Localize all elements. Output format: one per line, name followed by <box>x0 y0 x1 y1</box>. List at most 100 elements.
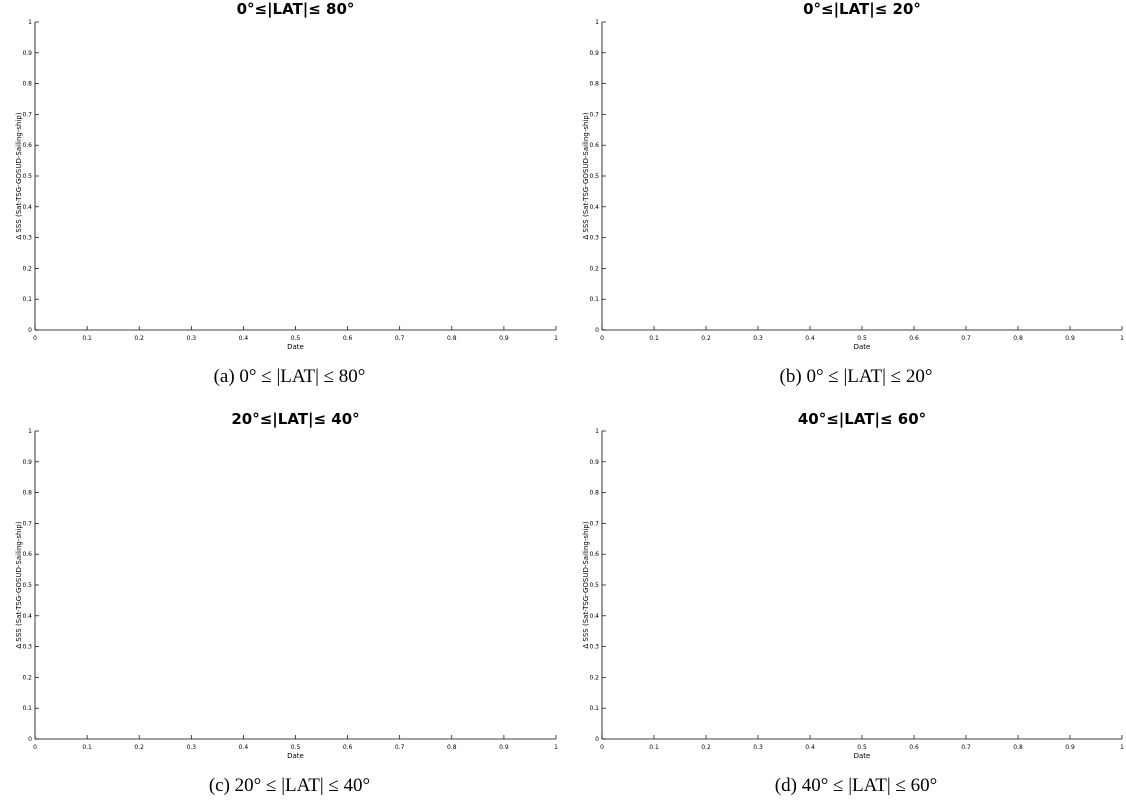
y-tick-label: 0 <box>595 327 599 334</box>
y-tick-label: 0.5 <box>589 582 599 589</box>
y-tick-label: 0.5 <box>22 582 32 589</box>
x-tick-label: 0.1 <box>82 335 92 342</box>
y-tick-label: 0.3 <box>22 235 32 242</box>
x-tick-label: 0 <box>33 744 37 751</box>
x-tick-label: 0.2 <box>701 744 711 751</box>
y-tick-label: 0.6 <box>589 142 599 149</box>
y-tick-label: 0.4 <box>589 613 599 620</box>
y-tick-label: 0.9 <box>589 459 599 466</box>
y-tick-label: 0.1 <box>22 705 32 712</box>
x-tick-label: 0.1 <box>649 744 659 751</box>
x-tick-label: 0.9 <box>499 744 509 751</box>
y-tick-label: 0.9 <box>22 459 32 466</box>
y-tick-label: 0.6 <box>22 142 32 149</box>
x-tick-label: 0.3 <box>753 744 763 751</box>
y-axis-label: Δ SSS (Sat-TSG-GOSUD-Sailing-ship) <box>15 112 23 239</box>
y-tick-label: 0 <box>28 736 32 743</box>
chart-panel-a: 0°≤|LAT|≤ 80° 0 0.1 0.2 0.3 0.4 0.5 0.6 0.7 0.8 0.… <box>15 0 558 387</box>
x-axis-label: Date <box>287 343 304 351</box>
x-tick-label: 1 <box>554 335 558 342</box>
y-tick-label: 0.9 <box>22 50 32 57</box>
x-tick-label: 0.6 <box>343 335 353 342</box>
x-tick-label: 0.9 <box>1065 744 1075 751</box>
x-tick-label: 0.9 <box>1065 335 1075 342</box>
y-tick-label: 0.5 <box>22 173 32 180</box>
x-tick-label: 0.3 <box>187 335 197 342</box>
y-tick-label: 0.4 <box>22 204 32 211</box>
y-tick-label: 0.8 <box>22 490 32 497</box>
x-tick-label: 0 <box>600 744 604 751</box>
y-tick-label: 0 <box>28 327 32 334</box>
y-tick-label: 0.7 <box>22 520 32 527</box>
y-tick-label: 0.1 <box>589 705 599 712</box>
x-axis-label: Date <box>287 752 304 760</box>
x-tick-label: 0.6 <box>909 744 919 751</box>
chart-panel-c: 20°≤|LAT|≤ 40° 0 0.1 0.2 0.3 0.4 0.5 0.6 0.7 0.8 0… <box>15 410 558 796</box>
x-tick-label: 0.4 <box>805 335 815 342</box>
x-tick-label: 0 <box>600 335 604 342</box>
x-tick-label: 0.5 <box>857 335 867 342</box>
y-tick-label: 0.4 <box>22 613 32 620</box>
y-tick-label: 0.2 <box>22 674 32 681</box>
x-tick-label: 0.7 <box>395 744 405 751</box>
x-tick-label: 0.5 <box>291 744 301 751</box>
y-tick-label: 0.8 <box>22 81 32 88</box>
y-tick-label: 0.1 <box>589 296 599 303</box>
x-tick-label: 1 <box>554 744 558 751</box>
y-tick-label: 0.1 <box>22 296 32 303</box>
x-tick-label: 0.4 <box>239 744 249 751</box>
x-tick-label: 0.1 <box>82 744 92 751</box>
y-tick-label: 0.2 <box>589 674 599 681</box>
y-tick-label: 1 <box>28 428 32 435</box>
chart-panel-b: 0°≤|LAT|≤ 20° 0 0.1 0.2 0.3 0.4 0.5 0.6 0.7 0.8 0.… <box>582 0 1124 387</box>
y-tick-label: 0.7 <box>22 111 32 118</box>
chart-title: 0°≤|LAT|≤ 20° <box>803 0 921 19</box>
x-tick-label: 0.7 <box>961 744 971 751</box>
y-tick-label: 0.2 <box>589 265 599 272</box>
y-tick-label: 0.2 <box>22 265 32 272</box>
x-tick-label: 0.8 <box>447 335 457 342</box>
figure-caption: (a) 0° ≤ |LAT| ≤ 80° <box>214 366 366 387</box>
y-tick-label: 0.8 <box>589 81 599 88</box>
x-tick-label: 1 <box>1120 335 1124 342</box>
y-tick-label: 0.3 <box>589 644 599 651</box>
x-tick-label: 1 <box>1120 744 1124 751</box>
x-tick-label: 0.3 <box>187 744 197 751</box>
x-axis-label: Date <box>854 752 871 760</box>
x-tick-label: 0.9 <box>499 335 509 342</box>
y-tick-label: 0 <box>595 736 599 743</box>
y-tick-label: 1 <box>595 19 599 26</box>
x-axis-label: Date <box>854 343 871 351</box>
y-axis-label: Δ SSS (Sat-TSG-GOSUD-Sailing-ship) <box>582 521 590 648</box>
y-tick-label: 0.6 <box>589 551 599 558</box>
y-tick-label: 0.5 <box>589 173 599 180</box>
y-axis-label: Δ SSS (Sat-TSG-GOSUD-Sailing-ship) <box>15 521 23 648</box>
x-tick-label: 0.3 <box>753 335 763 342</box>
y-tick-label: 0.3 <box>22 644 32 651</box>
x-tick-label: 0.2 <box>701 335 711 342</box>
y-tick-label: 1 <box>28 19 32 26</box>
y-axis-label: Δ SSS (Sat-TSG-GOSUD-Sailing-ship) <box>582 112 590 239</box>
y-tick-label: 0.4 <box>589 204 599 211</box>
y-tick-label: 0.6 <box>22 551 32 558</box>
x-tick-label: 0.4 <box>239 335 249 342</box>
y-tick-label: 0.3 <box>589 235 599 242</box>
y-tick-label: 0.9 <box>589 50 599 57</box>
x-tick-label: 0.6 <box>909 335 919 342</box>
x-tick-label: 0.1 <box>649 335 659 342</box>
x-tick-label: 0.2 <box>134 744 144 751</box>
x-tick-label: 0.7 <box>395 335 405 342</box>
x-tick-label: 0.7 <box>961 335 971 342</box>
x-tick-label: 0.6 <box>343 744 353 751</box>
x-tick-label: 0.2 <box>134 335 144 342</box>
x-tick-label: 0.4 <box>805 744 815 751</box>
figure-caption: (d) 40° ≤ |LAT| ≤ 60° <box>775 775 937 796</box>
chart-title: 40°≤|LAT|≤ 60° <box>798 410 926 429</box>
chart-title: 0°≤|LAT|≤ 80° <box>237 0 355 19</box>
x-tick-label: 0 <box>33 335 37 342</box>
x-tick-label: 0.8 <box>1013 335 1023 342</box>
x-tick-label: 0.8 <box>447 744 457 751</box>
x-tick-label: 0.8 <box>1013 744 1023 751</box>
y-tick-label: 1 <box>595 428 599 435</box>
